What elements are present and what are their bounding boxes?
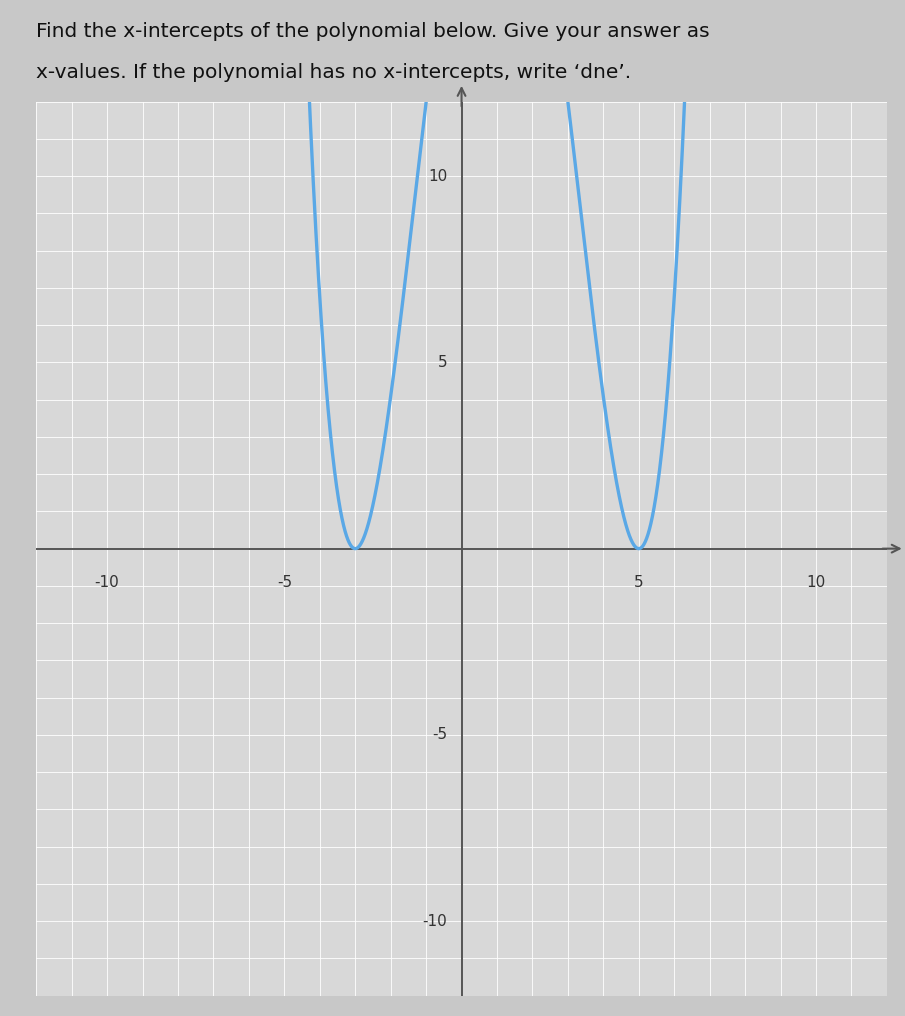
Text: -10: -10: [95, 575, 119, 589]
Text: -5: -5: [277, 575, 292, 589]
Text: x-values. If the polynomial has no x-intercepts, write ‘dne’.: x-values. If the polynomial has no x-int…: [36, 63, 632, 82]
Text: 10: 10: [428, 169, 447, 184]
Text: 5: 5: [634, 575, 643, 589]
Text: -10: -10: [423, 913, 447, 929]
Text: -5: -5: [433, 727, 447, 743]
Text: Find the x-intercepts of the polynomial below. Give your answer as: Find the x-intercepts of the polynomial …: [36, 22, 710, 42]
Text: 10: 10: [806, 575, 825, 589]
Text: 5: 5: [438, 355, 447, 370]
